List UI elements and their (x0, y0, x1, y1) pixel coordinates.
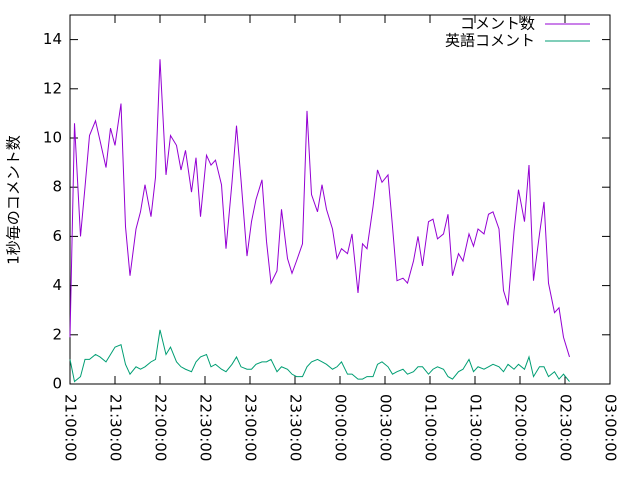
x-tick-label: 03:00:00 (602, 394, 620, 461)
y-tick-label: 12 (43, 79, 62, 97)
legend-label: コメント数 (460, 15, 535, 33)
series-line (69, 59, 570, 358)
x-tick-label: 00:00:00 (332, 394, 350, 461)
x-tick-label: 22:00:00 (152, 394, 170, 461)
y-tick-label: 2 (52, 325, 62, 343)
y-tick-label: 0 (52, 375, 62, 393)
x-tick-label: 02:30:00 (557, 394, 575, 461)
plot-border (69, 14, 611, 385)
x-tick-label: 22:30:00 (197, 394, 215, 461)
x-tick-label: 21:30:00 (107, 394, 125, 461)
series-line (69, 329, 570, 383)
x-tick-label: 02:00:00 (512, 394, 530, 461)
x-tick-label: 01:00:00 (422, 394, 440, 461)
y-tick-label: 14 (43, 30, 62, 48)
y-tick-label: 4 (52, 276, 62, 294)
legend-label: 英語コメント (445, 32, 535, 50)
x-tick-label: 01:30:00 (467, 394, 485, 461)
x-tick-label: 23:30:00 (287, 394, 305, 461)
y-tick-label: 8 (52, 178, 62, 196)
y-tick-label: 10 (43, 129, 62, 147)
x-tick-label: 00:30:00 (377, 394, 395, 461)
y-axis-label: 1秒毎のコメント数 (5, 135, 23, 265)
y-tick-label: 6 (52, 227, 62, 245)
x-tick-label: 21:00:00 (62, 394, 80, 461)
x-tick-label: 23:00:00 (242, 394, 260, 461)
